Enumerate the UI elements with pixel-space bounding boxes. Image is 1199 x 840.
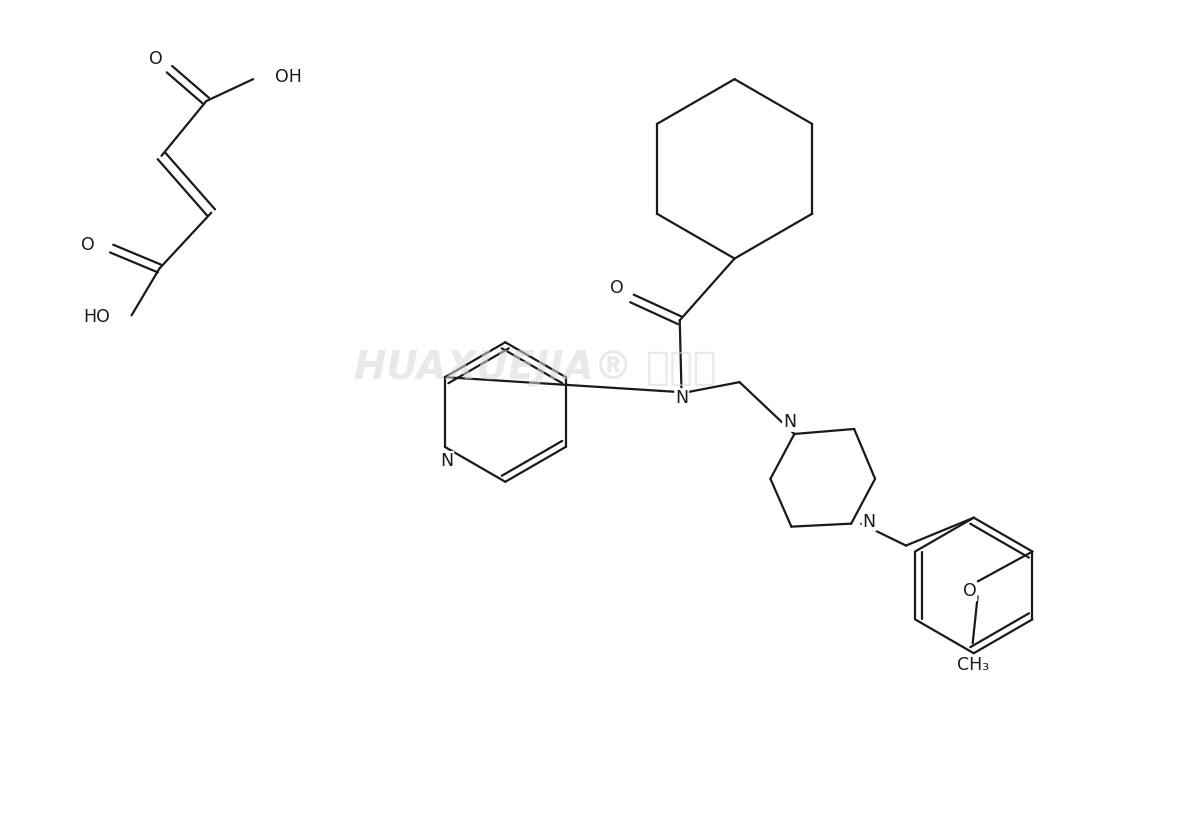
Text: N: N: [862, 512, 875, 531]
Text: O: O: [149, 50, 162, 68]
Text: HO: HO: [83, 308, 109, 327]
Text: HUAXUEJIA® 化学加: HUAXUEJIA® 化学加: [354, 349, 716, 387]
Text: N: N: [440, 452, 453, 470]
Text: OH: OH: [275, 68, 302, 87]
Text: O: O: [963, 582, 976, 601]
Text: N: N: [675, 389, 688, 407]
Text: CH₃: CH₃: [957, 656, 989, 675]
Text: O: O: [80, 235, 95, 254]
Text: O: O: [610, 280, 623, 297]
Text: N: N: [783, 413, 796, 431]
